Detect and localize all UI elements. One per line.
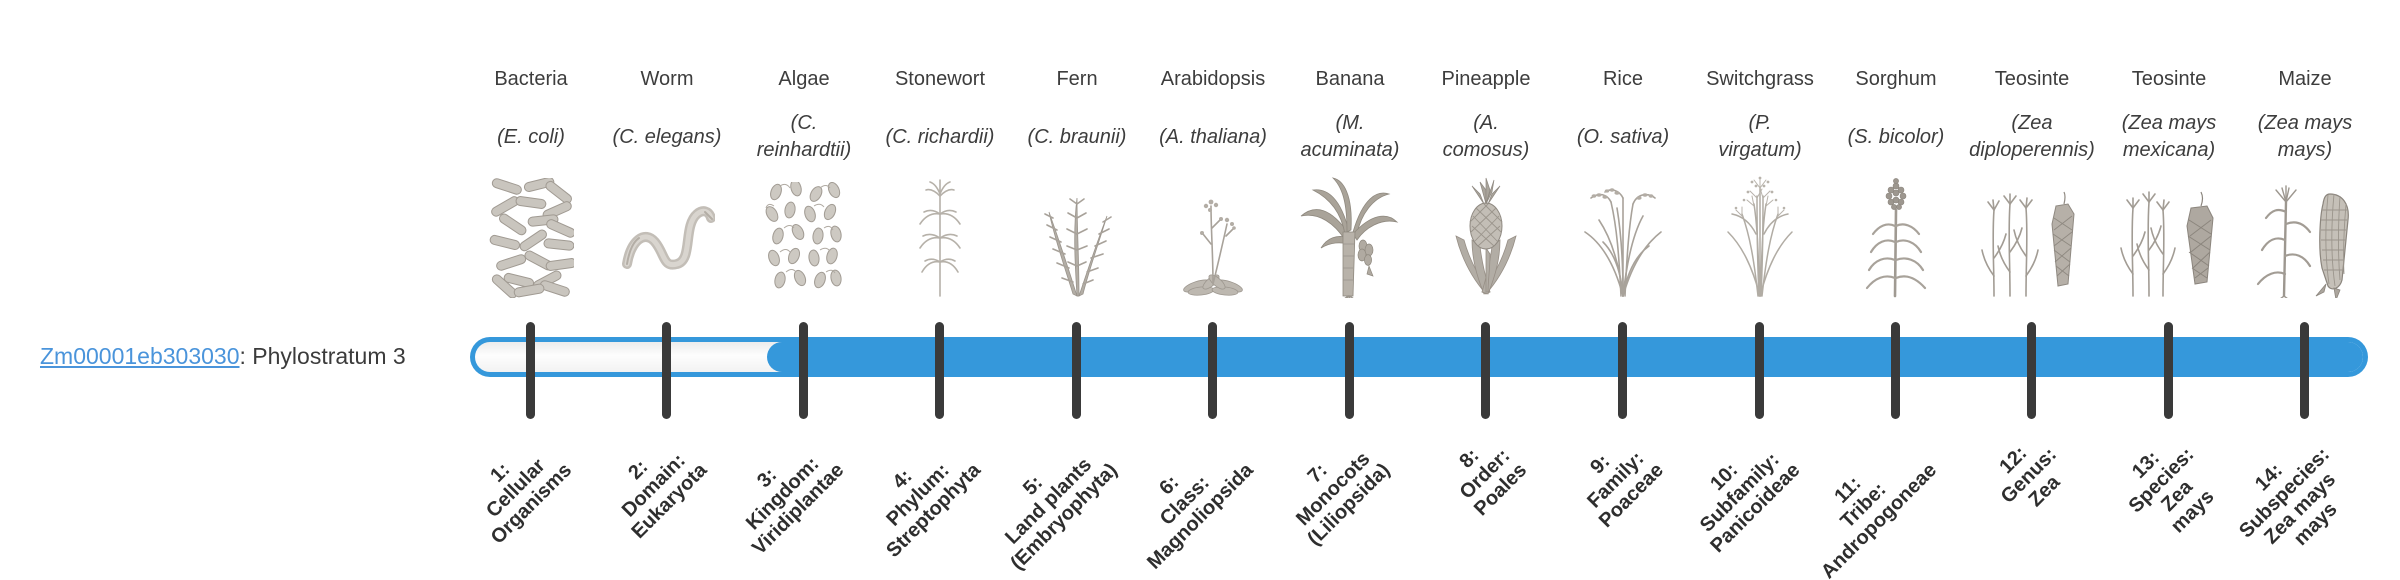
phylostratum-tick-5 [1072,322,1081,419]
rice-icon [1553,170,1693,298]
maize-icon [2235,170,2375,298]
phylostratum-tick-9 [1618,322,1627,419]
phylostratum-tick-12 [2027,322,2036,419]
worm-icon [597,170,737,298]
phylostratum-tick-6 [1208,322,1217,419]
phylostratum-tick-2 [662,322,671,419]
phylostratum-tick-10 [1755,322,1764,419]
organism-scientific-name: (A. thaliana) [1159,125,1267,148]
switchgrass-icon [1690,170,1830,298]
phylostratum-tick-7 [1345,322,1354,419]
stratum-label-text: 13: Species: Zea mays [2124,443,2219,538]
stratum-label-text: 3: Kingdom: Viridiplantae [742,452,849,560]
organism-common-name: Switchgrass [1706,68,1814,90]
organism-scientific-name: (Zea diploperennis) [1969,112,2095,161]
algae-icon [734,170,874,298]
fern-icon [1007,170,1147,298]
gene-id-link[interactable]: Zm00001eb303030 [40,343,240,369]
organism-scientific-name: (O. sativa) [1576,125,1670,148]
organism-common-name: Fern [1056,68,1098,90]
stratum-label-text: 8: Order: Poales [1454,444,1531,521]
organism-common-name: Worm [640,68,694,90]
gene-label: Zm00001eb303030: Phylostratum 3 [40,341,406,371]
banana-icon [1280,170,1420,298]
stratum-label-text: 12: Genus: Zea [1995,442,2065,512]
arabidopsis-icon [1143,170,1283,298]
organism-common-name: Stonewort [894,68,986,90]
organism-scientific-name: (C. reinhardtii) [756,112,852,161]
organism-scientific-name: (E. coli) [497,125,565,148]
stratum-label-text: 1: Cellular Organisms [481,454,576,549]
organism-common-name: Algae [778,68,830,90]
organism-common-name: Rice [1602,68,1643,90]
organism-common-name: Bacteria [494,68,568,90]
timeline-fill [767,342,2363,372]
organism-common-name: Teosinte [2131,68,2207,90]
organism-scientific-name: (M. acuminata) [1300,112,1400,161]
organism-common-name: Arabidopsis [1160,68,1266,90]
stratum-label-text: 11: Tribe: Andropogoneae [1816,459,1941,580]
stratum-label-text: 2: Domain: Eukaryota [618,449,712,544]
phylostratum-tick-1 [526,322,535,419]
phylostratum-tick-8 [1481,322,1490,419]
organism-scientific-name: (C. elegans) [612,125,722,148]
organism-common-name: Pineapple [1441,68,1531,90]
phylostratum-tick-13 [2164,322,2173,419]
organism-common-name: Maize [2278,68,2332,90]
phylostratum-annotation: : Phylostratum 3 [239,343,406,369]
organism-common-name: Sorghum [1855,68,1937,90]
phylostratum-tick-11 [1891,322,1900,419]
stratum-label-text: 7: Monocots (Liliopsida) [1292,447,1395,551]
organism-scientific-name: (P. virgatum) [1718,112,1802,161]
organism-common-name: Banana [1315,68,1385,90]
pineapple-icon [1416,170,1556,298]
stratum-label-text: 10: Subfamily: Panicoideae [1696,448,1805,558]
timeline-bar [470,337,2368,377]
stratum-label-text: 9: Family: Poaceae [1583,447,1668,533]
stratum-label-text: 4: Phylum: Streptophyta [881,459,985,562]
teosinte-mexicana-icon [2099,170,2239,298]
organism-common-name: Teosinte [1994,68,2070,90]
organism-scientific-name: (Zea mays mays) [2257,112,2353,161]
teosinte-diploperennis-icon [1962,170,2102,298]
organism-scientific-name: (A. comosus) [1442,112,1530,161]
stratum-label-text: 6: Class: Magnoliopsida [1143,459,1258,574]
bacteria-icon [461,170,601,298]
organism-scientific-name: (C. braunii) [1027,125,1127,148]
phylostratum-tick-14 [2300,322,2309,419]
stratum-label-text: 5: Land plants (Embryophyta) [1000,453,1122,575]
stonewort-icon [870,170,1010,298]
organism-scientific-name: (C. richardii) [885,125,995,148]
sorghum-icon [1826,170,1966,298]
organism-scientific-name: (Zea mays mexicana) [2121,112,2217,161]
organism-scientific-name: (S. bicolor) [1847,125,1945,148]
phylostratum-tick-3 [799,322,808,419]
stratum-label-text: 14: Subspecies: Zea mays mays [2235,443,2342,550]
phylostratum-tick-4 [935,322,944,419]
